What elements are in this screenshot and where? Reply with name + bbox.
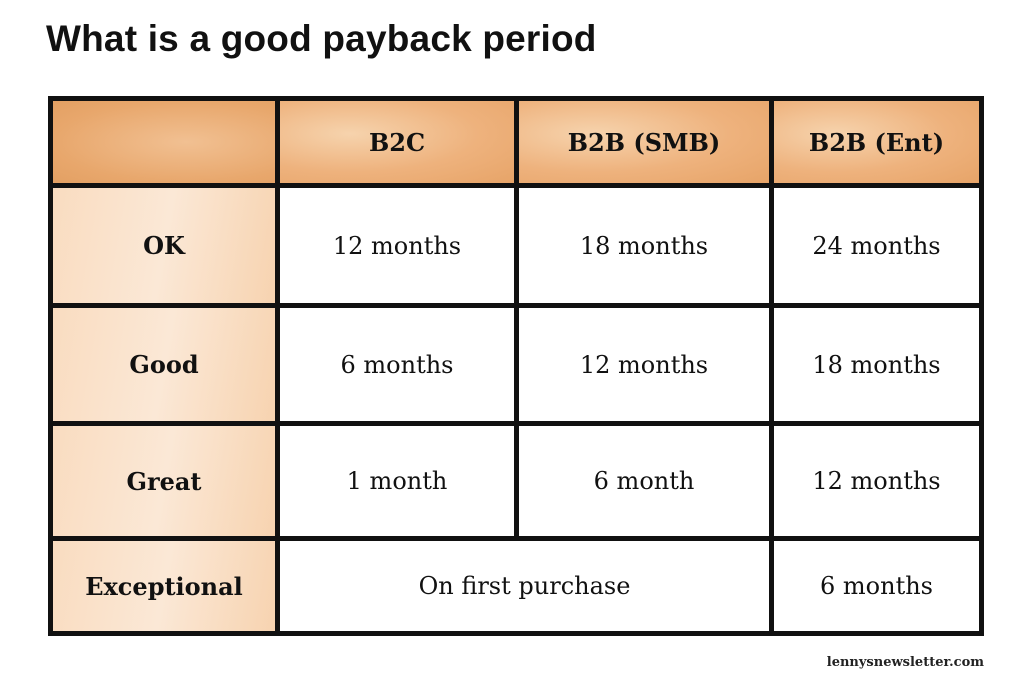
table-cell: 6 months <box>280 308 514 421</box>
row-header-exceptional: Exceptional <box>53 541 275 631</box>
row-header-great: Great <box>53 426 275 536</box>
table-cell-merged: On first purchase <box>280 541 769 631</box>
column-header-b2c: B2C <box>280 101 514 183</box>
table-cell: 12 months <box>280 188 514 303</box>
table-cell: 12 months <box>519 308 769 421</box>
column-header-b2b-ent: B2B (Ent) <box>774 101 979 183</box>
table-cell: 6 months <box>774 541 979 631</box>
row-header-good: Good <box>53 308 275 421</box>
table-cell: 6 month <box>519 426 769 536</box>
payback-table: B2C B2B (SMB) B2B (Ent) OK 12 months 18 … <box>48 96 984 636</box>
table-cell: 18 months <box>519 188 769 303</box>
table-cell: 24 months <box>774 188 979 303</box>
table-cell: 12 months <box>774 426 979 536</box>
source-credit: lennysnewsletter.com <box>826 655 984 670</box>
row-header-ok: OK <box>53 188 275 303</box>
corner-header-cell <box>53 101 275 183</box>
table-cell: 18 months <box>774 308 979 421</box>
table-cell: 1 month <box>280 426 514 536</box>
page-title: What is a good payback period <box>46 18 597 59</box>
column-header-b2b-smb: B2B (SMB) <box>519 101 769 183</box>
